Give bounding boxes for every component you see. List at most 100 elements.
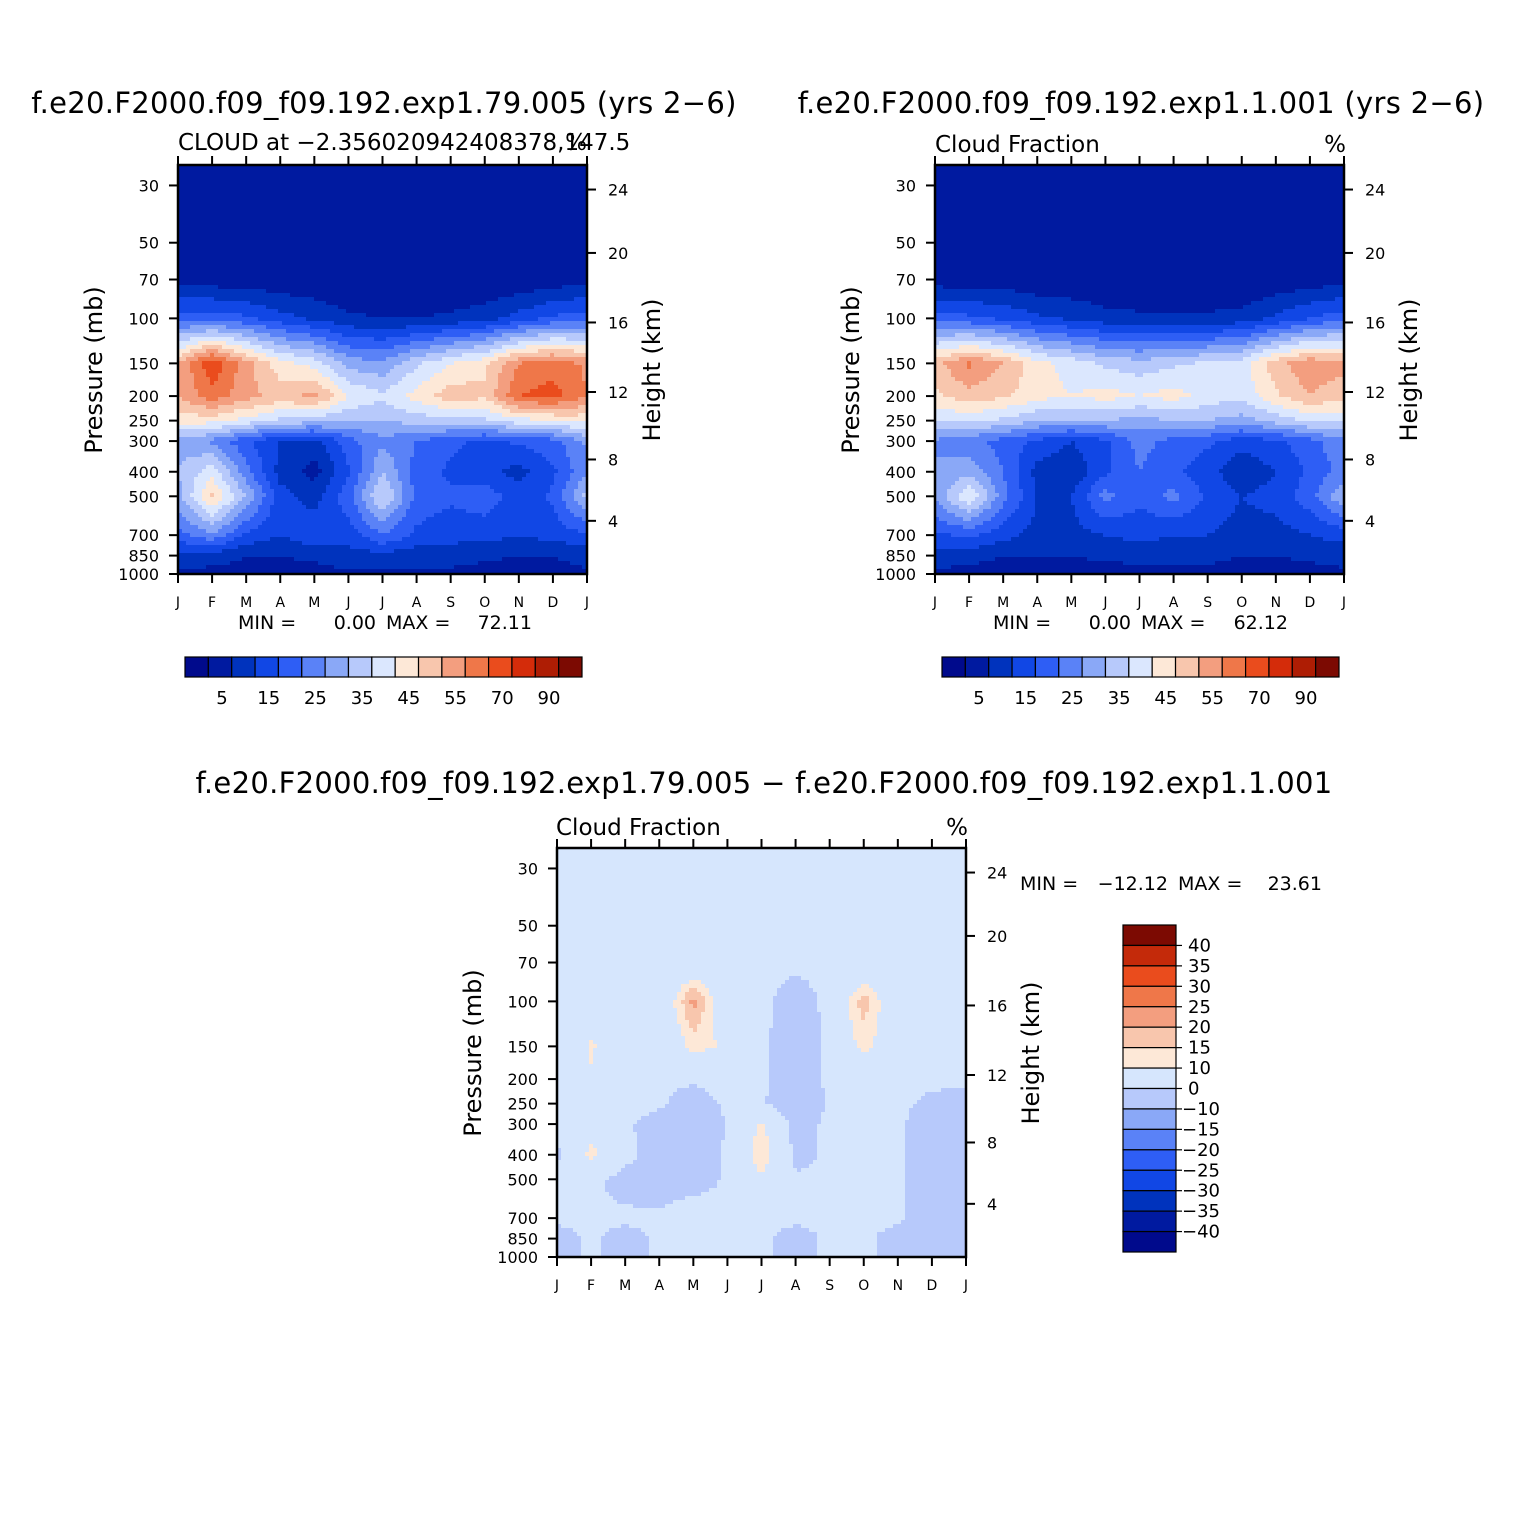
heatmap-cell (554, 165, 559, 170)
heatmap-cell (546, 309, 551, 314)
heatmap-cell (374, 329, 379, 334)
heatmap-cell (550, 189, 555, 194)
heatmap-cell (190, 217, 195, 222)
heatmap-cell (338, 281, 343, 286)
heatmap-cell (302, 273, 307, 278)
heatmap-cell (450, 293, 455, 298)
heatmap-cell (206, 329, 211, 334)
heatmap-cell (198, 241, 203, 246)
heatmap-cell (534, 293, 539, 298)
heatmap-cell (274, 317, 279, 322)
heatmap-cell (530, 317, 535, 322)
heatmap-cell (570, 345, 575, 350)
heatmap-cell (582, 225, 587, 230)
heatmap-cell (322, 225, 327, 230)
heatmap-cell (482, 325, 487, 330)
heatmap-cell (486, 213, 491, 218)
heatmap-cell (454, 225, 459, 230)
heatmap-cell (266, 341, 271, 346)
heatmap-cell (442, 285, 447, 290)
heatmap-cell (534, 329, 539, 334)
heatmap-cell (254, 289, 259, 294)
heatmap-cell (250, 241, 255, 246)
heatmap-cell (354, 293, 359, 298)
heatmap-cell (286, 337, 291, 342)
heatmap-cell (290, 181, 295, 186)
heatmap-cell (494, 289, 499, 294)
heatmap-cell (578, 205, 583, 210)
heatmap-cell (218, 233, 223, 238)
heatmap-cell (510, 301, 515, 306)
heatmap-cell (278, 245, 283, 250)
heatmap-cell (534, 193, 539, 198)
heatmap-cell (438, 217, 443, 222)
heatmap-cell (426, 237, 431, 242)
heatmap-cell (266, 253, 271, 258)
heatmap-cell (274, 245, 279, 250)
heatmap-cell (458, 329, 463, 334)
heatmap-cell (482, 261, 487, 266)
heatmap-cell (222, 261, 227, 266)
heatmap-cell (414, 321, 419, 326)
heatmap-cell (386, 177, 391, 182)
heatmap-cell (562, 265, 567, 270)
heatmap-cell (270, 261, 275, 266)
heatmap-cell (386, 209, 391, 214)
heatmap-cell (306, 329, 311, 334)
heatmap-cell (554, 197, 559, 202)
heatmap-cell (494, 341, 499, 346)
heatmap-cell (502, 337, 507, 342)
heatmap-cell (414, 253, 419, 258)
heatmap-cell (442, 197, 447, 202)
heatmap-cell (374, 277, 379, 282)
heatmap-cell (298, 205, 303, 210)
heatmap-cell (582, 353, 587, 358)
heatmap-cell (582, 261, 587, 266)
heatmap-cell (474, 245, 479, 250)
heatmap-cell (246, 317, 251, 322)
heatmap-cell (518, 353, 523, 358)
heatmap-cell (502, 189, 507, 194)
heatmap-cell (278, 309, 283, 314)
heatmap-cell (482, 209, 487, 214)
heatmap-cell (402, 209, 407, 214)
heatmap-cell (518, 205, 523, 210)
heatmap-cell (566, 277, 571, 282)
heatmap-cell (446, 261, 451, 266)
heatmap-cell (362, 197, 367, 202)
heatmap-cell (506, 165, 511, 170)
heatmap-cell (442, 301, 447, 306)
heatmap-cell (386, 217, 391, 222)
heatmap-cell (378, 221, 383, 226)
heatmap-cell (190, 317, 195, 322)
heatmap-cell (330, 193, 335, 198)
heatmap-cell (514, 193, 519, 198)
heatmap-cell (330, 213, 335, 218)
heatmap-cell (470, 285, 475, 290)
heatmap-cell (502, 309, 507, 314)
heatmap-cell (386, 169, 391, 174)
heatmap-cell (338, 253, 343, 258)
heatmap-cell (566, 185, 571, 190)
heatmap-cell (554, 201, 559, 206)
heatmap-cell (578, 193, 583, 198)
heatmap-cell (542, 245, 547, 250)
heatmap-cell (474, 277, 479, 282)
heatmap-cell (306, 197, 311, 202)
heatmap-cell (482, 237, 487, 242)
heatmap-cell (542, 269, 547, 274)
heatmap-cell (534, 165, 539, 170)
heatmap-cell (222, 265, 227, 270)
heatmap-cell (418, 229, 423, 234)
heatmap-cell (246, 209, 251, 214)
heatmap-cell (366, 169, 371, 174)
heatmap-cell (402, 333, 407, 338)
heatmap-cell (238, 289, 243, 294)
heatmap-cell (510, 233, 515, 238)
heatmap-cell (442, 321, 447, 326)
heatmap-cell (562, 329, 567, 334)
heatmap-cell (186, 225, 191, 230)
heatmap-cell (398, 305, 403, 310)
heatmap-cell (578, 289, 583, 294)
heatmap-cell (186, 301, 191, 306)
